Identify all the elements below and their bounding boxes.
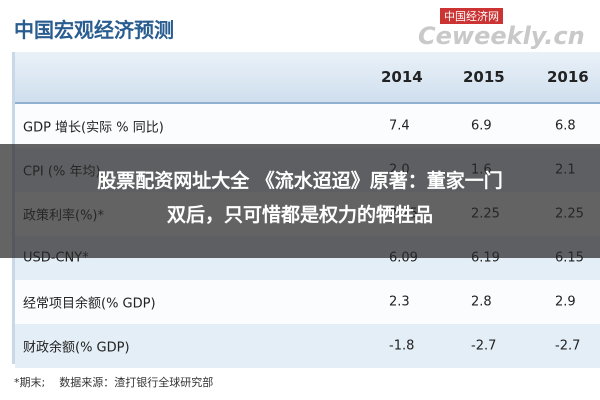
table-row: 经常项目余额(% GDP) 2.3 2.8 2.9 — [15, 280, 600, 324]
cell-value: 6.8 — [555, 118, 576, 134]
watermark: Ceweekly.cn — [418, 22, 585, 50]
cell-value: -2.7 — [471, 338, 497, 354]
row-label: GDP 增长(实际 % 同比) — [23, 120, 164, 136]
overlay-text: 股票配资网址大全 《流水迢迢》原著：董家一门 — [97, 170, 503, 192]
footnote: *期末; 数据来源：渣打银行全球研究部 — [14, 376, 214, 389]
table-row: GDP 增长(实际 % 同比) 7.4 6.9 6.8 — [15, 104, 600, 148]
column-header: 2014 — [381, 68, 423, 86]
cell-value: 6.9 — [471, 118, 492, 134]
column-header: 2016 — [547, 68, 589, 86]
cell-value: 2.9 — [555, 294, 576, 310]
row-label: 经常项目余额(% GDP) — [23, 296, 156, 312]
column-header: 2015 — [463, 68, 505, 86]
cell-value: -1.8 — [389, 338, 415, 354]
row-label: 财政余额(% GDP) — [23, 340, 130, 356]
table-row: 财政余额(% GDP) -1.8 -2.7 -2.7 — [15, 324, 600, 368]
cell-value: 7.4 — [389, 118, 410, 134]
overlay-banner: 股票配资网址大全 《流水迢迢》原著：董家一门 双后，只可惜都是权力的牺牲品 — [0, 144, 600, 258]
title: 中国宏观经济预测 — [14, 18, 174, 42]
cell-value: -2.7 — [555, 338, 581, 354]
overlay-text: 双后，只可惜都是权力的牺牲品 — [166, 204, 433, 226]
cell-value: 2.3 — [389, 294, 410, 310]
header-row: 2014 2015 2016 — [15, 52, 600, 104]
watermark-logo: 中国经济网 — [440, 8, 503, 24]
cell-value: 2.8 — [471, 294, 492, 310]
